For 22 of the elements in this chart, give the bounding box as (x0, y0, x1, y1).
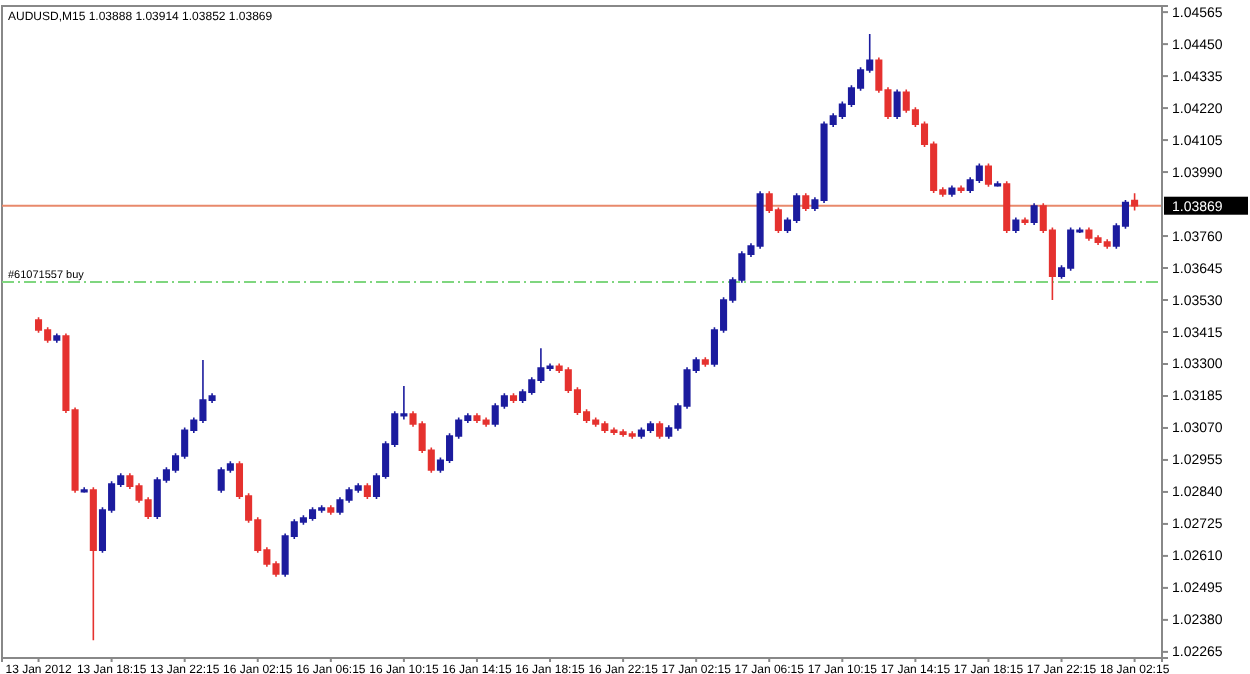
candlestick (948, 184, 956, 198)
candlestick (89, 486, 97, 641)
candlestick (656, 420, 664, 440)
candlestick (802, 192, 810, 212)
candlestick (957, 184, 965, 194)
candlestick (893, 88, 901, 120)
candlestick (1103, 238, 1111, 250)
candlestick (327, 504, 335, 516)
candlestick (994, 180, 1002, 188)
candlestick (701, 356, 709, 368)
candlestick (984, 162, 992, 188)
candlestick (646, 420, 655, 434)
candlestick (1030, 202, 1038, 226)
candlestick (363, 482, 371, 500)
candlestick (628, 430, 636, 440)
candlestick (1012, 216, 1020, 234)
candlestick (1003, 180, 1011, 234)
candlestick (53, 332, 61, 344)
candlestick (80, 486, 88, 494)
candlestick (509, 392, 518, 404)
candlestick (1131, 192, 1139, 212)
candlestick (1021, 216, 1029, 226)
